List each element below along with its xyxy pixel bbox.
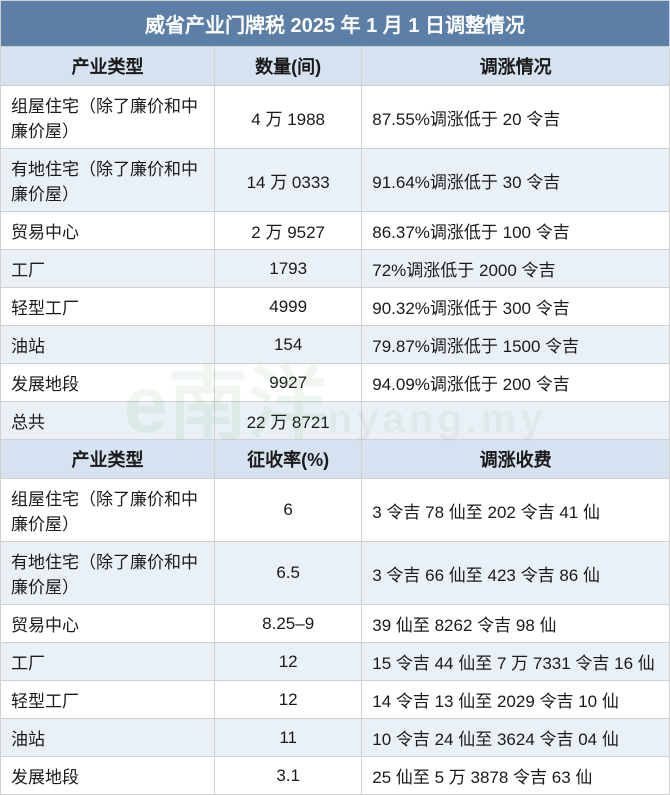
table-cell: 12 bbox=[215, 643, 362, 681]
table-row: 贸易中心2 万 952786.37%调涨低于 100 令吉 bbox=[1, 212, 670, 250]
table-row: 发展地段3.125 仙至 5 万 3878 令吉 63 仙 bbox=[1, 757, 670, 795]
table-cell: 10 令吉 24 仙至 3624 令吉 04 仙 bbox=[362, 719, 670, 757]
table-cell: 发展地段 bbox=[1, 757, 215, 795]
table-cell: 1793 bbox=[215, 250, 362, 288]
total-row: 总共22 万 8721 bbox=[1, 402, 670, 440]
table-cell: 有地住宅（除了廉价和中廉价屋） bbox=[1, 542, 215, 605]
column-header: 征收率(%) bbox=[215, 440, 362, 479]
table-row: 油站1110 令吉 24 仙至 3624 令吉 04 仙 bbox=[1, 719, 670, 757]
table-cell: 87.55%调涨低于 20 令吉 bbox=[362, 86, 670, 149]
table-cell: 3 令吉 78 仙至 202 令吉 41 仙 bbox=[362, 479, 670, 542]
table-cell: 轻型工厂 bbox=[1, 288, 215, 326]
table-cell: 154 bbox=[215, 326, 362, 364]
table-row: 油站15479.87%调涨低于 1500 令吉 bbox=[1, 326, 670, 364]
table-cell: 工厂 bbox=[1, 250, 215, 288]
table-cell: 4999 bbox=[215, 288, 362, 326]
table-cell: 发展地段 bbox=[1, 364, 215, 402]
column-header: 产业类型 bbox=[1, 440, 215, 479]
table-cell: 8.25–9 bbox=[215, 605, 362, 643]
table-cell: 油站 bbox=[1, 719, 215, 757]
table-cell: 90.32%调涨低于 300 令吉 bbox=[362, 288, 670, 326]
table-cell: 3.1 bbox=[215, 757, 362, 795]
table-title: 威省产业门牌税 2025 年 1 月 1 日调整情况 bbox=[1, 1, 670, 47]
table-cell: 3 令吉 66 仙至 423 令吉 86 仙 bbox=[362, 542, 670, 605]
table-cell: 25 仙至 5 万 3878 令吉 63 仙 bbox=[362, 757, 670, 795]
table-row: 有地住宅（除了廉价和中廉价屋）6.53 令吉 66 仙至 423 令吉 86 仙 bbox=[1, 542, 670, 605]
table-cell: 有地住宅（除了廉价和中廉价屋） bbox=[1, 149, 215, 212]
table-cell: 组屋住宅（除了廉价和中廉价屋） bbox=[1, 86, 215, 149]
property-tax-table: 威省产业门牌税 2025 年 1 月 1 日调整情况 产业类型数量(间)调涨情况… bbox=[0, 0, 670, 795]
table-cell: 86.37%调涨低于 100 令吉 bbox=[362, 212, 670, 250]
column-header: 调涨收费 bbox=[362, 440, 670, 479]
table-row: 组屋住宅（除了廉价和中廉价屋）63 令吉 78 仙至 202 令吉 41 仙 bbox=[1, 479, 670, 542]
table-cell: 11 bbox=[215, 719, 362, 757]
column-header: 调涨情况 bbox=[362, 47, 670, 86]
header-row: 产业类型征收率(%)调涨收费 bbox=[1, 440, 670, 479]
table-cell: 9927 bbox=[215, 364, 362, 402]
table-cell: 15 令吉 44 仙至 7 万 7331 令吉 16 仙 bbox=[362, 643, 670, 681]
column-header: 产业类型 bbox=[1, 47, 215, 86]
table-cell: 94.09%调涨低于 200 令吉 bbox=[362, 364, 670, 402]
table-cell: 轻型工厂 bbox=[1, 681, 215, 719]
table-row: 贸易中心8.25–939 仙至 8262 令吉 98 仙 bbox=[1, 605, 670, 643]
table-row: 轻型工厂1214 令吉 13 仙至 2029 令吉 10 仙 bbox=[1, 681, 670, 719]
table-cell: 油站 bbox=[1, 326, 215, 364]
table-row: 轻型工厂499990.32%调涨低于 300 令吉 bbox=[1, 288, 670, 326]
table-cell: 工厂 bbox=[1, 643, 215, 681]
empty-cell bbox=[362, 402, 670, 440]
title-row: 威省产业门牌税 2025 年 1 月 1 日调整情况 bbox=[1, 1, 670, 47]
table-row: 组屋住宅（除了廉价和中廉价屋）4 万 198887.55%调涨低于 20 令吉 bbox=[1, 86, 670, 149]
total-label: 总共 bbox=[1, 402, 215, 440]
table-cell: 91.64%调涨低于 30 令吉 bbox=[362, 149, 670, 212]
table-cell: 6.5 bbox=[215, 542, 362, 605]
column-header: 数量(间) bbox=[215, 47, 362, 86]
total-value: 22 万 8721 bbox=[215, 402, 362, 440]
table-cell: 12 bbox=[215, 681, 362, 719]
table-cell: 14 令吉 13 仙至 2029 令吉 10 仙 bbox=[362, 681, 670, 719]
table-cell: 6 bbox=[215, 479, 362, 542]
table-cell: 贸易中心 bbox=[1, 212, 215, 250]
table-cell: 14 万 0333 bbox=[215, 149, 362, 212]
table-cell: 79.87%调涨低于 1500 令吉 bbox=[362, 326, 670, 364]
table-row: 有地住宅（除了廉价和中廉价屋）14 万 033391.64%调涨低于 30 令吉 bbox=[1, 149, 670, 212]
table-cell: 72%调涨低于 2000 令吉 bbox=[362, 250, 670, 288]
table-cell: 贸易中心 bbox=[1, 605, 215, 643]
table-cell: 2 万 9527 bbox=[215, 212, 362, 250]
table-cell: 39 仙至 8262 令吉 98 仙 bbox=[362, 605, 670, 643]
table-cell: 组屋住宅（除了廉价和中廉价屋） bbox=[1, 479, 215, 542]
table-row: 工厂179372%调涨低于 2000 令吉 bbox=[1, 250, 670, 288]
table-row: 工厂1215 令吉 44 仙至 7 万 7331 令吉 16 仙 bbox=[1, 643, 670, 681]
table-cell: 4 万 1988 bbox=[215, 86, 362, 149]
table-row: 发展地段992794.09%调涨低于 200 令吉 bbox=[1, 364, 670, 402]
header-row: 产业类型数量(间)调涨情况 bbox=[1, 47, 670, 86]
